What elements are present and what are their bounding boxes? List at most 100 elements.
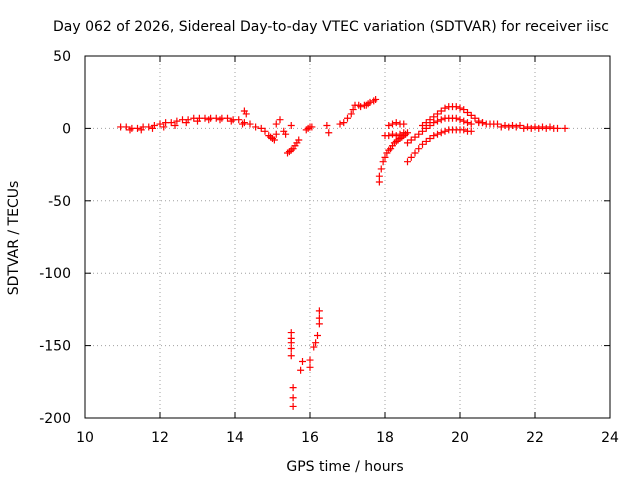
data-point [509, 122, 516, 130]
data-point [479, 119, 486, 127]
data-point [270, 136, 278, 144]
data-point [415, 130, 423, 138]
data-point [396, 130, 404, 138]
data-point [224, 114, 231, 122]
tick-layer: 10 12 14 16 18 20 22 24 -200 -150 -100 -50 0 50 [39, 49, 619, 446]
series-arc-afternoon-scatter [240, 107, 290, 144]
data-point [287, 122, 295, 130]
data-point [437, 129, 445, 137]
data-point [366, 98, 374, 106]
series-arc-1900-rising-mid [404, 114, 475, 147]
data-point [289, 394, 297, 402]
data-point [411, 133, 419, 141]
series-arc-1800-short [381, 119, 408, 140]
data-point [287, 352, 295, 360]
data-point [400, 129, 408, 137]
data-point [456, 116, 464, 124]
data-point [252, 123, 260, 131]
data-point [340, 119, 348, 127]
data-point [239, 120, 246, 128]
data-point [467, 111, 475, 119]
data-point [357, 103, 365, 111]
data-point [375, 172, 383, 180]
data-point [295, 136, 303, 144]
data-point [312, 339, 320, 347]
x-tick-label: 20 [451, 430, 469, 446]
data-point [392, 119, 400, 127]
data-point [272, 130, 280, 138]
data-point [282, 130, 290, 138]
data-point [464, 108, 471, 116]
data-point [134, 124, 141, 132]
data-point [299, 358, 306, 366]
data-point [385, 122, 393, 130]
grid-layer [85, 56, 610, 418]
data-point [550, 124, 558, 132]
data-point [452, 103, 460, 111]
data-point [156, 120, 164, 128]
data-point [411, 149, 419, 157]
data-point [379, 158, 387, 166]
data-point [426, 135, 434, 143]
series-arc-1900-rising-low [404, 126, 475, 166]
data-point [452, 114, 460, 122]
data-point [542, 124, 550, 132]
data-point [344, 114, 351, 122]
data-point [494, 120, 501, 128]
data-point [389, 130, 396, 138]
data-point [516, 122, 524, 130]
data-point [407, 136, 415, 144]
data-point [430, 113, 438, 121]
x-tick-label: 10 [76, 430, 94, 446]
x-tick-label: 22 [526, 430, 544, 446]
data-point [527, 124, 535, 132]
data-point [471, 114, 479, 122]
data-point [149, 124, 156, 132]
y-tick-label: -200 [39, 411, 71, 427]
data-point [235, 116, 243, 124]
x-axis-label: GPS time / hours [286, 459, 403, 475]
data-point [261, 127, 269, 135]
data-point [173, 117, 181, 125]
data-point [437, 116, 445, 124]
data-point [314, 331, 321, 339]
data-point [434, 117, 441, 125]
data-point [437, 107, 445, 115]
data-point [400, 120, 408, 128]
data-point [257, 124, 265, 132]
data-point [422, 137, 430, 145]
data-point [561, 124, 569, 132]
data-point [392, 132, 400, 140]
data-point [315, 314, 323, 322]
y-tick-label: -150 [39, 339, 71, 355]
data-point [520, 124, 528, 132]
x-tick-label: 18 [376, 430, 394, 446]
series-arc-rising-1700 [344, 95, 380, 122]
data-point [441, 127, 449, 135]
data-point [467, 120, 475, 128]
data-point [306, 363, 314, 371]
data-point [531, 123, 539, 131]
data-point [372, 95, 380, 103]
series-arc-negative-outliers [287, 307, 323, 410]
data-point [272, 120, 280, 128]
y-tick-label: 50 [53, 49, 71, 65]
series-arc-1800-descending [375, 129, 411, 186]
data-point [377, 165, 385, 173]
data-point [276, 116, 284, 124]
data-point [336, 120, 344, 128]
data-point [404, 158, 411, 166]
data-point [182, 119, 190, 127]
data-point [122, 123, 130, 131]
data-point [349, 106, 357, 114]
data-point [524, 123, 531, 131]
chart-title: Day 062 of 2026, Sidereal Day-to-day VTE… [53, 19, 609, 35]
data-point [419, 140, 426, 148]
x-tick-label: 24 [601, 430, 619, 446]
data-point [267, 133, 275, 141]
data-point [216, 116, 224, 124]
data-point [126, 126, 134, 134]
data-point [145, 123, 153, 131]
series-arc-evening-tail [475, 119, 569, 132]
